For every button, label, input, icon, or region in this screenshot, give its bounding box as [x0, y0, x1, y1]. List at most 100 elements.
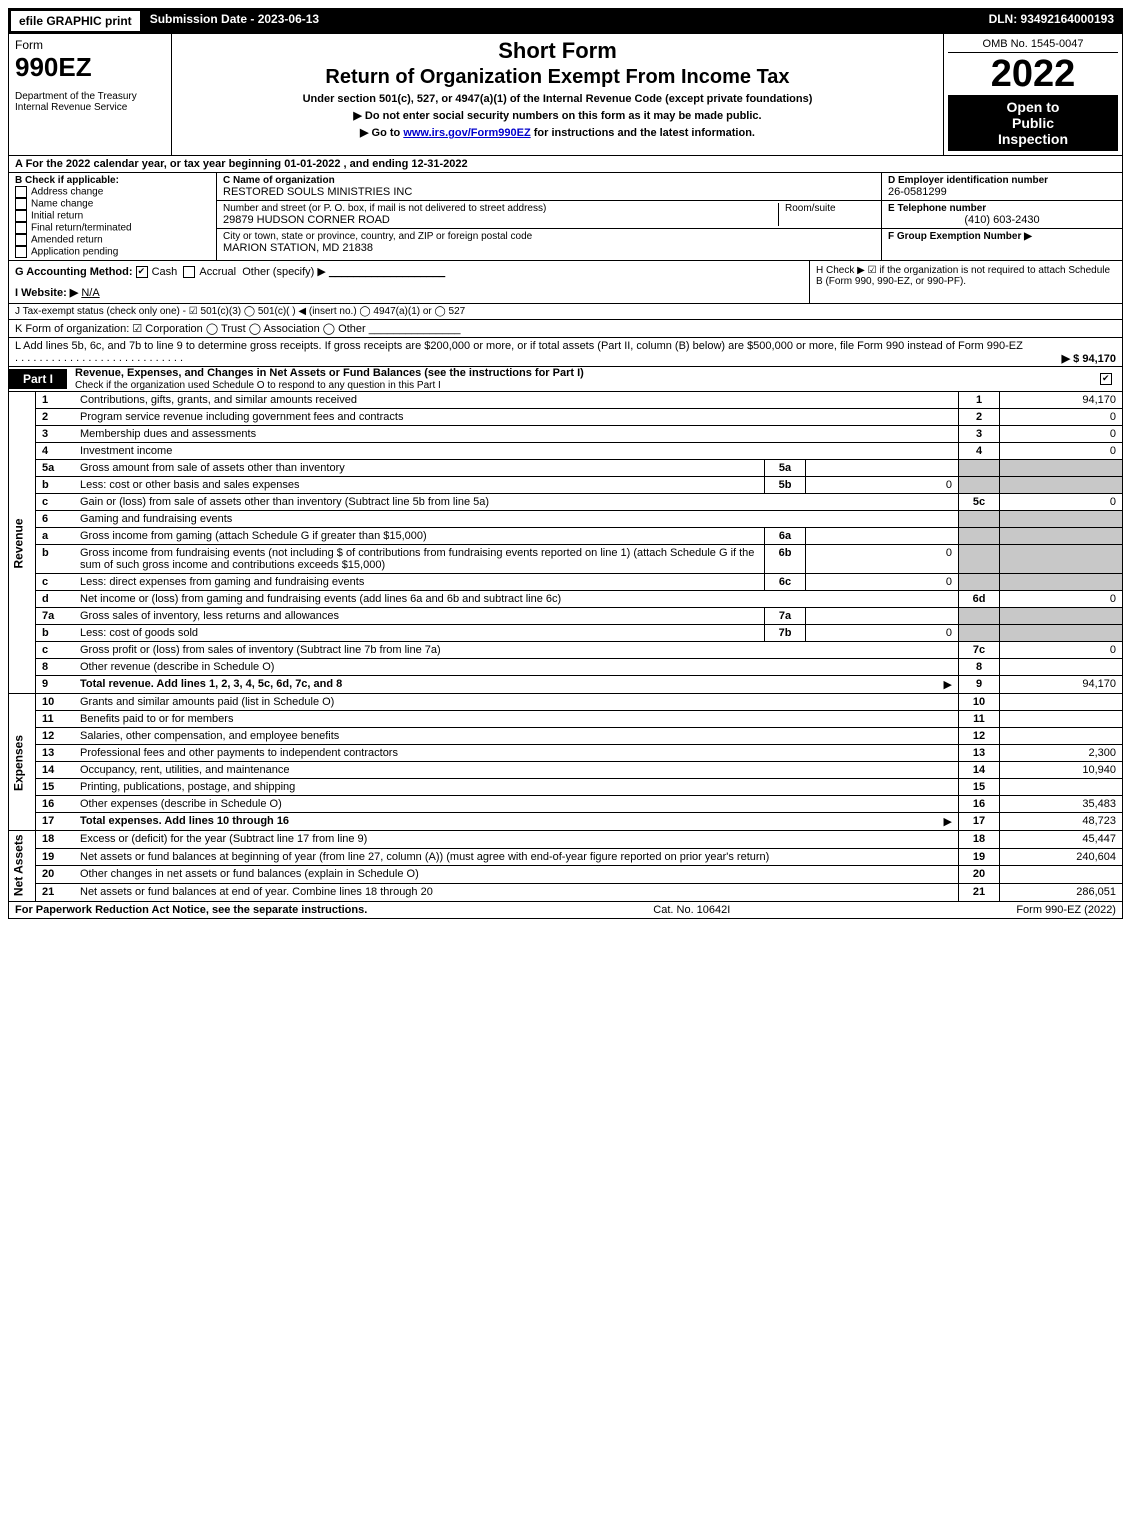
line-number: 9	[36, 676, 75, 694]
info-ssn: ▶ Do not enter social security numbers o…	[180, 109, 935, 122]
info-goto-pre: ▶ Go to	[360, 127, 403, 139]
dept-treasury: Department of the Treasury	[15, 91, 165, 102]
right-line-value: 0	[1000, 443, 1123, 460]
footer: For Paperwork Reduction Act Notice, see …	[9, 901, 1122, 918]
mid-line-number: 7b	[765, 625, 806, 642]
mid-line-number: 6c	[765, 574, 806, 591]
org-name: RESTORED SOULS MINISTRIES INC	[223, 186, 875, 198]
form-header: Form 990EZ Department of the Treasury In…	[9, 34, 1122, 156]
right-line-value: 0	[1000, 426, 1123, 443]
table-row: 15Printing, publications, postage, and s…	[9, 779, 1122, 796]
checkbox-icon[interactable]	[15, 246, 27, 258]
b-item-2: Initial return	[15, 210, 210, 222]
phone-value: (410) 603-2430	[888, 214, 1116, 226]
footer-mid: Cat. No. 10642I	[653, 904, 730, 916]
line-number: 8	[36, 659, 75, 676]
table-row: cGross profit or (loss) from sales of in…	[9, 642, 1122, 659]
line-description: Less: cost or other basis and sales expe…	[74, 477, 765, 494]
line-number: 7a	[36, 608, 75, 625]
table-row: 12Salaries, other compensation, and empl…	[9, 728, 1122, 745]
checkbox-icon[interactable]	[15, 234, 27, 246]
l-text: L Add lines 5b, 6c, and 7b to line 9 to …	[15, 340, 1023, 352]
line-k: K Form of organization: ☑ Corporation ◯ …	[9, 320, 1122, 338]
right-line-value: 48,723	[1000, 813, 1123, 831]
line-description: Membership dues and assessments	[74, 426, 959, 443]
table-row: 9Total revenue. Add lines 1, 2, 3, 4, 5c…	[9, 676, 1122, 694]
mid-line-value: 0	[806, 545, 959, 574]
table-row: cLess: direct expenses from gaming and f…	[9, 574, 1122, 591]
addr-label: Number and street (or P. O. box, if mail…	[223, 203, 772, 214]
d-cell: D Employer identification number 26-0581…	[882, 173, 1122, 201]
right-line-value	[1000, 545, 1123, 574]
checkbox-schedule-o-icon[interactable]	[1100, 373, 1112, 385]
line-description: Program service revenue including govern…	[74, 409, 959, 426]
dept-irs: Internal Revenue Service	[15, 102, 165, 113]
header-center: Short Form Return of Organization Exempt…	[172, 34, 944, 155]
line-description: Grants and similar amounts paid (list in…	[74, 694, 959, 711]
checkbox-icon[interactable]	[15, 222, 27, 234]
i-label: I Website: ▶	[15, 287, 78, 299]
mid-line-number: 5a	[765, 460, 806, 477]
e-label: E Telephone number	[888, 203, 1116, 214]
right-line-number: 18	[959, 831, 1000, 849]
submission-date-label: Submission Date - 2023-06-13	[142, 9, 327, 33]
line-number: 19	[36, 848, 75, 866]
table-row: 16Other expenses (describe in Schedule O…	[9, 796, 1122, 813]
table-row: 13Professional fees and other payments t…	[9, 745, 1122, 762]
right-line-value	[1000, 711, 1123, 728]
b-item-4: Amended return	[15, 234, 210, 246]
right-line-number: 3	[959, 426, 1000, 443]
website-value: N/A	[81, 287, 99, 299]
line-number: b	[36, 545, 75, 574]
right-line-number: 9	[959, 676, 1000, 694]
line-number: d	[36, 591, 75, 608]
line-description: Net income or (loss) from gaming and fun…	[74, 591, 959, 608]
checkbox-cash-icon[interactable]	[136, 266, 148, 278]
checkbox-icon[interactable]	[15, 198, 27, 210]
right-line-value: 0	[1000, 494, 1123, 511]
right-line-value	[1000, 477, 1123, 494]
subtitle: Under section 501(c), 527, or 4947(a)(1)…	[180, 93, 935, 105]
right-line-number	[959, 608, 1000, 625]
open-line1: Open to	[952, 99, 1114, 115]
table-row: 20Other changes in net assets or fund ba…	[9, 866, 1122, 884]
right-line-number: 7c	[959, 642, 1000, 659]
right-line-value: 286,051	[1000, 884, 1123, 901]
g-label: G Accounting Method:	[15, 266, 133, 278]
right-line-value	[1000, 511, 1123, 528]
line-description: Other expenses (describe in Schedule O)	[74, 796, 959, 813]
room-label: Room/suite	[779, 203, 875, 226]
line-description: Investment income	[74, 443, 959, 460]
checkbox-accrual-icon[interactable]	[183, 266, 195, 278]
f-cell: F Group Exemption Number ▶	[882, 229, 1122, 244]
top-bar: efile GRAPHIC print Submission Date - 20…	[9, 9, 1122, 34]
line-number: 13	[36, 745, 75, 762]
part1-label: Part I	[9, 369, 67, 389]
table-row: 17Total expenses. Add lines 10 through 1…	[9, 813, 1122, 831]
right-line-number: 8	[959, 659, 1000, 676]
right-line-number: 15	[959, 779, 1000, 796]
efile-print-label: efile GRAPHIC print	[10, 10, 141, 32]
right-line-number: 17	[959, 813, 1000, 831]
right-line-number: 13	[959, 745, 1000, 762]
irs-link[interactable]: www.irs.gov/Form990EZ	[403, 127, 530, 139]
line-description: Gaming and fundraising events	[74, 511, 959, 528]
table-row: bLess: cost of goods sold7b0	[9, 625, 1122, 642]
mid-line-value: 0	[806, 477, 959, 494]
c-name-cell: C Name of organization RESTORED SOULS MI…	[217, 173, 881, 201]
mid-line-value	[806, 460, 959, 477]
header-right: OMB No. 1545-0047 2022 Open to Public In…	[944, 34, 1122, 155]
table-row: 21Net assets or fund balances at end of …	[9, 884, 1122, 901]
f-label: F Group Exemption Number ▶	[888, 231, 1116, 242]
b-item-3: Final return/terminated	[15, 222, 210, 234]
checkbox-icon[interactable]	[15, 210, 27, 222]
topbar-spacer	[327, 9, 980, 33]
table-row: 5aGross amount from sale of assets other…	[9, 460, 1122, 477]
checkbox-icon[interactable]	[15, 186, 27, 198]
right-line-value: 94,170	[1000, 676, 1123, 694]
col-def: D Employer identification number 26-0581…	[882, 173, 1122, 260]
part1-checkbox	[1100, 373, 1122, 385]
info-goto: ▶ Go to www.irs.gov/Form990EZ for instru…	[180, 126, 935, 139]
line-number: 6	[36, 511, 75, 528]
line-number: 15	[36, 779, 75, 796]
